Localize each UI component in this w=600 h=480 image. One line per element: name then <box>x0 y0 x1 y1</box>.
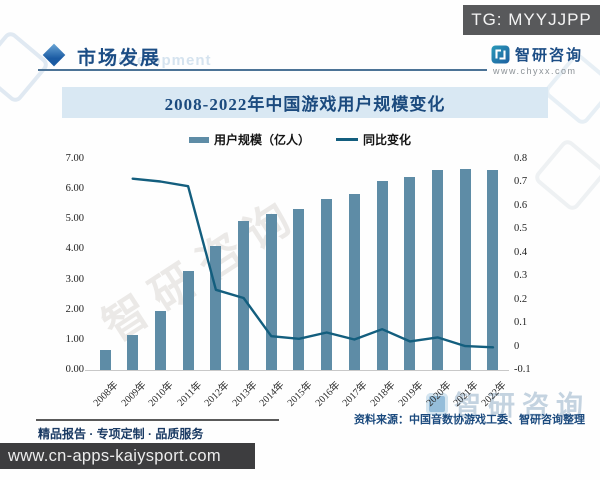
legend-item-line: 同比变化 <box>336 131 411 148</box>
bar-swatch-icon <box>188 136 209 143</box>
section-title: 市场发展 <box>77 48 162 69</box>
bar-2015年 <box>293 209 305 370</box>
bar-2022年 <box>487 169 499 370</box>
footer-divider <box>36 419 279 421</box>
brand-lockup: 智研咨询 <box>491 44 583 65</box>
bar-2012年 <box>210 246 222 370</box>
left-axis-tick: 6.00 <box>65 183 84 195</box>
left-axis-tick: 2.00 <box>65 303 84 315</box>
bar-2018年 <box>376 181 388 370</box>
right-axis-tick: 0.7 <box>514 176 528 188</box>
footer-tagline: 精品报告 · 专项定制 · 品质服务 <box>38 427 204 441</box>
legend-label: 同比变化 <box>363 133 412 147</box>
right-axis-tick: 0.6 <box>514 199 528 211</box>
bar-2009年 <box>127 335 139 370</box>
chart-legend: 用户规模（亿人） 同比变化 <box>0 131 600 148</box>
line-swatch-icon <box>336 138 358 141</box>
bar-2010年 <box>154 310 166 370</box>
bar-2016年 <box>321 199 333 370</box>
x-axis-line <box>85 370 509 371</box>
right-axis-tick: -0.1 <box>514 364 531 375</box>
left-axis-tick: 1.00 <box>65 333 84 345</box>
left-axis-tick: 0.00 <box>65 364 84 375</box>
bottom-url-bar: www.cn-apps-kaiysport.com <box>0 443 255 469</box>
chart-title: 2008-2022年中国游戏用户规模变化 <box>164 95 446 114</box>
bar-2019年 <box>404 177 416 370</box>
tg-badge: TG: MYYJJPP <box>463 5 600 35</box>
right-axis-tick: 0.8 <box>514 153 528 164</box>
left-axis-tick: 7.00 <box>65 153 84 164</box>
bottom-url-text: www.cn-apps-kaiysport.com <box>8 446 221 465</box>
left-axis-tick: 5.00 <box>65 213 84 225</box>
bar-2011年 <box>182 270 194 370</box>
right-axis-tick: 0.1 <box>514 317 528 329</box>
brand-site-url: www.chyxx.com <box>493 66 577 76</box>
tg-badge-label: TG: MYYJJPP <box>471 10 592 29</box>
data-source-note: 资料来源：中国音数协游戏工委、智研咨询整理 <box>354 414 585 426</box>
left-axis-tick: 3.00 <box>65 273 84 285</box>
bar-2008年 <box>99 349 111 370</box>
right-axis-tick: 0.4 <box>514 246 528 258</box>
bar-2013年 <box>238 220 250 370</box>
bar-2014年 <box>265 214 277 370</box>
brand-name: 智研咨询 <box>515 47 584 64</box>
legend-label: 用户规模（亿人） <box>213 133 310 147</box>
right-axis-tick: 0.5 <box>514 223 528 235</box>
chart-title-banner: 2008-2022年中国游戏用户规模变化 <box>62 87 548 118</box>
right-axis-tick: 0.2 <box>514 293 528 305</box>
right-axis-tick: 0.3 <box>514 270 528 282</box>
legend-item-bar: 用户规模（亿人） <box>188 131 310 148</box>
left-axis-tick: 4.00 <box>65 243 84 255</box>
bar-2020年 <box>432 169 444 370</box>
header-divider <box>38 69 487 71</box>
bar-2017年 <box>348 194 360 370</box>
brand-logo-icon <box>491 45 510 64</box>
right-axis-tick: 0 <box>514 340 520 352</box>
bar-2021年 <box>459 169 471 370</box>
